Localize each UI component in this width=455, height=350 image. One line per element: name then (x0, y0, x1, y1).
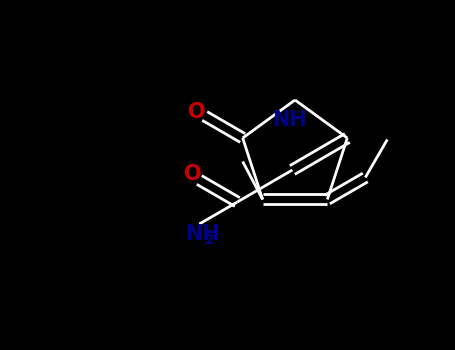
Text: NH: NH (185, 224, 220, 244)
Text: O: O (184, 164, 202, 184)
Text: O: O (188, 102, 206, 122)
Text: NH: NH (272, 110, 306, 130)
Text: 2: 2 (205, 233, 215, 247)
